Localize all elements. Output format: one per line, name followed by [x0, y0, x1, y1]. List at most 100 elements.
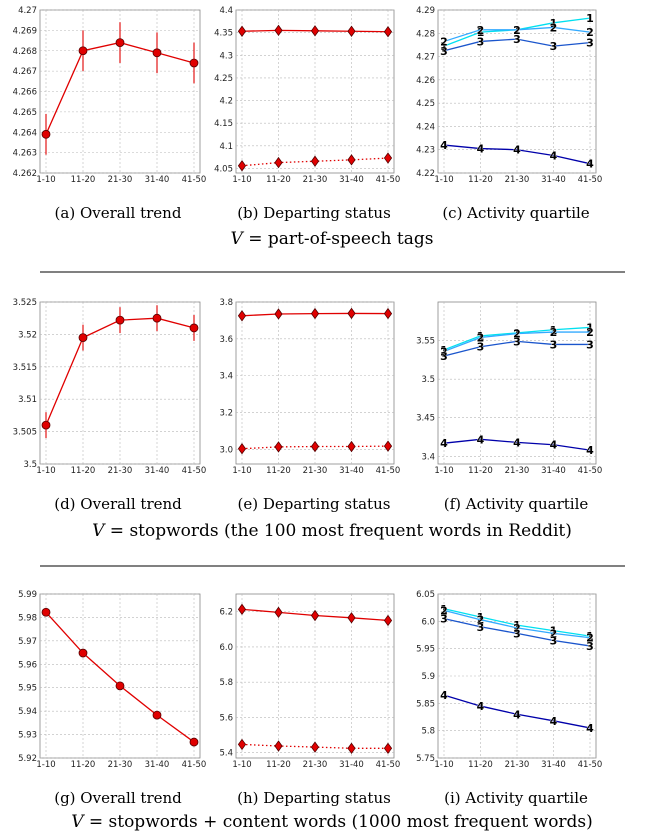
y-tick-label: 5.94 [18, 707, 37, 717]
series-marker-2: 2 [440, 345, 448, 358]
data-point [237, 25, 247, 37]
data-point [347, 307, 356, 320]
y-tick-label: 3.55 [416, 337, 435, 347]
caption-g: (g) Overall trend [54, 789, 182, 807]
data-point [383, 614, 393, 627]
y-tick-label: 3.5 [421, 375, 435, 385]
v-symbol-1: V [231, 229, 245, 249]
caption-a: (a) Overall trend [55, 204, 182, 222]
y-tick-label: 4.29 [416, 6, 435, 16]
y-tick-label: 6.2 [219, 608, 233, 618]
series-marker-1: 1 [586, 12, 594, 25]
y-tick-label: 4.269 [13, 26, 37, 36]
x-tick-label: 21-30 [108, 466, 133, 476]
series-marker-3: 3 [477, 621, 485, 634]
data-point [78, 333, 88, 343]
y-tick-label: 5.95 [18, 684, 37, 694]
series-marker-1: 1 [550, 17, 558, 30]
series-marker-1: 1 [550, 625, 558, 638]
y-tick-label: 4.27 [18, 6, 37, 16]
data-point [78, 648, 88, 658]
svg-text:V = stopwords (the 100 most fr: V = stopwords (the 100 most frequent wor… [92, 521, 572, 541]
series-line-3 [443, 38, 591, 52]
x-tick-label: 41-50 [182, 760, 207, 770]
panel-d: 3.5 3.505 3.51 3.515 3.52 3.525 1-10 11-20 21-30… [13, 298, 207, 476]
x-tick-label: 21-30 [303, 760, 328, 770]
series-marker-4: 4 [477, 143, 485, 156]
data-point [310, 155, 320, 167]
series-line-2 [443, 331, 590, 352]
y-tick-label: 6.05 [416, 590, 435, 600]
y-tick-label: 4.24 [416, 122, 435, 132]
caption-e: (e) Departing status [238, 495, 391, 513]
data-point [152, 48, 162, 58]
data-point [347, 612, 356, 624]
data-point [115, 315, 125, 325]
y-tick-label: 4.2 [219, 97, 233, 107]
series-line-4 [443, 144, 591, 165]
y-tick-label: 4.3 [219, 51, 233, 61]
data-point [274, 24, 283, 37]
y-tick-label: 4.05 [214, 164, 233, 174]
x-tick-label: 31-40 [145, 175, 170, 185]
series-marker-4: 4 [586, 722, 594, 735]
v-text-1: = part-of-speech tags [243, 229, 434, 249]
data-point [152, 710, 162, 720]
v-symbol-2: V [92, 521, 106, 541]
data-point [383, 307, 393, 320]
series-marker-3: 3 [477, 35, 485, 48]
y-tick-label: 3.8 [219, 298, 233, 308]
y-tick-label: 3.52 [18, 330, 37, 340]
row-2-v-label: V = stopwords (the 100 most frequent wor… [92, 521, 572, 541]
panel-e: 3.0 3.2 3.4 3.6 3.8 1-10 11-20 21-30 31-40 41-50 [219, 298, 400, 476]
y-tick-label: 4.268 [13, 47, 37, 57]
caption-h: (h) Departing status [237, 789, 391, 807]
series-marker-1: 1 [586, 321, 594, 334]
caption-d: (d) Overall trend [54, 495, 182, 513]
y-tick-label: 5.8 [421, 727, 435, 737]
row-3-v-label: V = stopwords + content words (1000 most… [71, 812, 593, 832]
x-tick-label: 31-40 [541, 175, 566, 185]
panel-f: 3.4 3.45 3.5 3.55 1-10 11-20 21-30 31-40 41-50 1 1… [416, 301, 602, 476]
y-tick-label: 5.97 [18, 637, 37, 647]
series-marker-4: 4 [440, 437, 448, 450]
y-tick-label: 4.266 [13, 88, 37, 98]
y-tick-label: 5.92 [18, 754, 37, 764]
x-tick-label: 21-30 [108, 175, 133, 185]
x-tick-label: 11-20 [266, 760, 291, 770]
series-marker-3: 3 [513, 335, 521, 348]
data-point [237, 603, 247, 616]
series-marker-3: 3 [586, 338, 594, 351]
data-point [189, 737, 199, 747]
series-marker-4: 4 [477, 700, 485, 713]
series-marker-2: 2 [586, 326, 594, 339]
y-tick-label: 5.4 [219, 749, 233, 759]
data-point [237, 310, 247, 322]
series-marker-1: 1 [440, 344, 448, 357]
data-point [310, 25, 320, 37]
series-line-2 [443, 26, 591, 43]
x-tick-label: 31-40 [339, 466, 364, 476]
series-marker-4: 4 [550, 150, 558, 163]
series-marker-1: 1 [586, 630, 594, 643]
row-1-v-label: V = part-of-speech tags [231, 229, 434, 249]
series-marker-2: 2 [550, 21, 558, 34]
x-tick-label: 21-30 [108, 760, 133, 770]
series-marker-2: 2 [440, 35, 448, 48]
x-tick-label: 41-50 [376, 760, 401, 770]
series-marker-1: 1 [440, 40, 448, 53]
x-tick-label: 31-40 [541, 466, 566, 476]
caption-i: (i) Activity quartile [444, 789, 588, 807]
y-tick-label: 6.0 [219, 643, 233, 653]
y-tick-label: 4.35 [214, 29, 233, 39]
y-tick-label: 3.6 [219, 335, 233, 345]
data-point [274, 441, 283, 453]
series-marker-4: 4 [586, 444, 594, 457]
data-point [347, 742, 356, 754]
x-tick-label: 31-40 [339, 760, 364, 770]
series-marker-1: 1 [550, 324, 558, 337]
x-tick-label: 1-10 [232, 175, 251, 185]
y-tick-label: 5.99 [18, 590, 37, 600]
data-point [274, 308, 283, 320]
